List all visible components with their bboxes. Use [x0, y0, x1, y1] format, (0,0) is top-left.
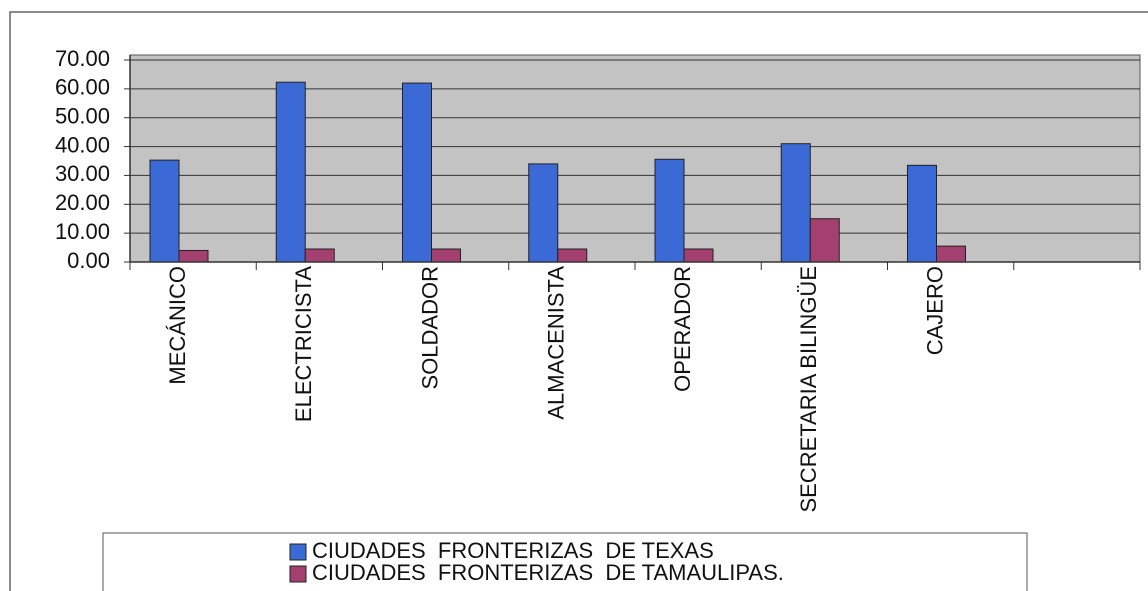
y-tick-label: 0.00 [67, 248, 110, 273]
y-tick-label: 50.00 [55, 104, 110, 129]
bar [936, 245, 966, 263]
x-tick-label: ELECTRICISTA [291, 266, 316, 422]
bar [402, 82, 432, 263]
bar [907, 164, 937, 263]
bar [683, 248, 714, 263]
bar [809, 218, 840, 263]
legend-label: CIUDADES FRONTERIZAS DE TEXAS [312, 538, 714, 563]
x-tick-label: ALMACENISTA [544, 266, 569, 420]
legend-label: CIUDADES FRONTERIZAS DE TAMAULIPAS. [312, 560, 784, 585]
bar [275, 81, 306, 263]
y-tick-label: 30.00 [55, 161, 110, 186]
bar [780, 143, 811, 263]
y-tick-label: 10.00 [55, 219, 110, 244]
bar [149, 159, 180, 263]
bar [528, 163, 559, 263]
legend-box [102, 532, 1028, 591]
bar [178, 249, 209, 263]
x-tick-label: SECRETARIA BILINGÜE [796, 266, 821, 513]
y-tick-label: 20.00 [55, 190, 110, 215]
legend-swatch [289, 543, 307, 561]
y-tick-label: 70.00 [55, 46, 110, 71]
x-tick-label: SOLDADOR [417, 266, 442, 389]
bar [304, 248, 335, 263]
y-tick-label: 40.00 [55, 132, 110, 157]
bar [431, 248, 461, 263]
y-tick-label: 60.00 [55, 75, 110, 100]
x-tick-label: CAJERO [922, 266, 947, 355]
legend-swatch [289, 565, 307, 583]
bar [557, 248, 588, 263]
x-tick-label: MECÁNICO [165, 266, 190, 385]
bar [654, 158, 685, 263]
x-tick-label: OPERADOR [670, 266, 695, 392]
